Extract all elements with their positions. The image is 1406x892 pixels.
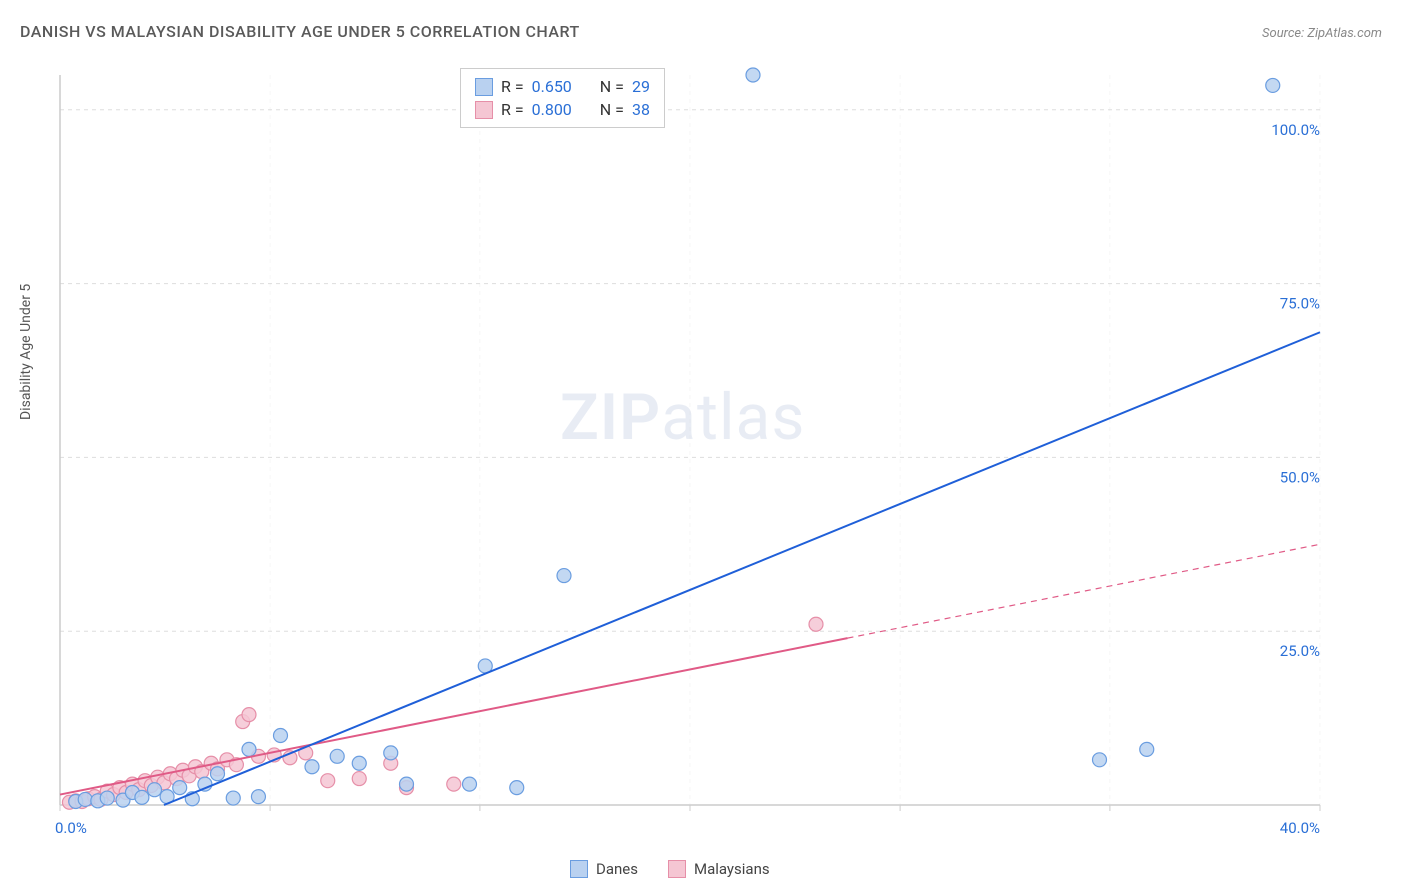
svg-text:0.0%: 0.0% <box>55 819 87 837</box>
correlation-row-danes: R = 0.650 N = 29 <box>475 75 650 98</box>
legend-label-danes: Danes <box>596 860 638 878</box>
svg-text:25.0%: 25.0% <box>1280 642 1320 660</box>
svg-text:50.0%: 50.0% <box>1280 468 1320 486</box>
swatch-malaysians-icon <box>668 860 686 878</box>
legend-item-malaysians: Malaysians <box>668 860 770 878</box>
swatch-danes <box>475 78 493 96</box>
n-prefix: N = <box>600 100 624 119</box>
y-axis-label: Disability Age Under 5 <box>18 284 34 420</box>
correlation-legend: R = 0.650 N = 29 R = 0.800 N = 38 <box>460 68 665 128</box>
series-legend: Danes Malaysians <box>570 860 770 878</box>
swatch-malaysians <box>475 101 493 119</box>
plot-area: 25.0% 50.0% 75.0% 100.0% 0.0% 40.0% <box>50 65 1330 840</box>
n-value-danes: 29 <box>632 77 650 96</box>
chart-svg: 25.0% 50.0% 75.0% 100.0% 0.0% 40.0% <box>50 65 1330 840</box>
r-prefix: R = <box>501 77 524 96</box>
r-value-malaysians: 0.800 <box>532 100 572 119</box>
correlation-row-malaysians: R = 0.800 N = 38 <box>475 98 650 121</box>
swatch-danes-icon <box>570 860 588 878</box>
r-prefix: R = <box>501 100 524 119</box>
chart-title: DANISH VS MALAYSIAN DISABILITY AGE UNDER… <box>20 22 580 41</box>
n-prefix: N = <box>600 77 624 96</box>
legend-label-malaysians: Malaysians <box>694 860 770 878</box>
legend-item-danes: Danes <box>570 860 638 878</box>
svg-text:40.0%: 40.0% <box>1280 819 1320 837</box>
r-value-danes: 0.650 <box>532 77 572 96</box>
svg-text:100.0%: 100.0% <box>1271 121 1320 139</box>
svg-text:75.0%: 75.0% <box>1280 295 1320 313</box>
n-value-malaysians: 38 <box>632 100 650 119</box>
source-attribution: Source: ZipAtlas.com <box>1262 26 1382 41</box>
